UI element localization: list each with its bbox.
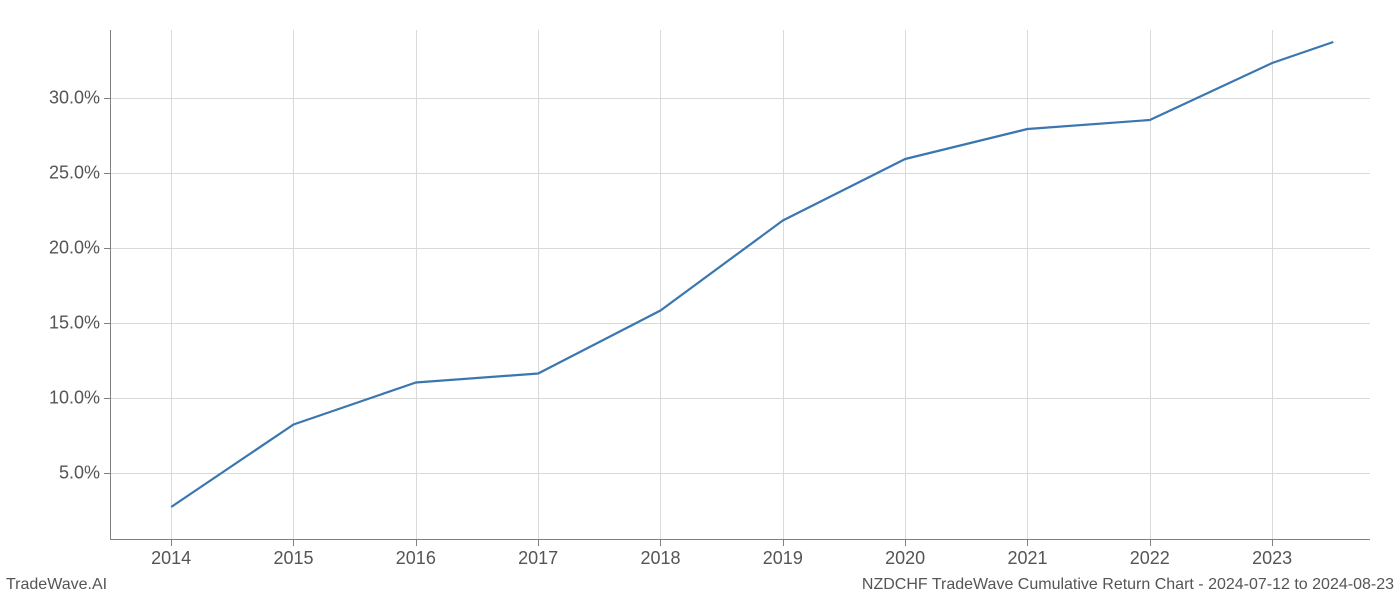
x-tick-mark	[293, 540, 294, 546]
x-axis-spine	[110, 539, 1370, 540]
x-tick-mark	[905, 540, 906, 546]
x-tick-label: 2014	[151, 548, 191, 569]
line-series	[110, 30, 1370, 540]
watermark-right: NZDCHF TradeWave Cumulative Return Chart…	[862, 576, 1394, 594]
watermark-left: TradeWave.AI	[6, 576, 107, 594]
x-tick-mark	[1027, 540, 1028, 546]
chart-plot-area	[110, 30, 1370, 540]
y-tick-mark	[104, 323, 110, 324]
return-line	[171, 42, 1333, 507]
y-tick-mark	[104, 398, 110, 399]
x-tick-mark	[1272, 540, 1273, 546]
y-tick-label: 10.0%	[49, 387, 100, 408]
x-tick-label: 2019	[763, 548, 803, 569]
x-tick-mark	[660, 540, 661, 546]
x-tick-label: 2016	[396, 548, 436, 569]
x-tick-label: 2015	[273, 548, 313, 569]
x-tick-label: 2021	[1007, 548, 1047, 569]
x-tick-mark	[416, 540, 417, 546]
x-tick-label: 2017	[518, 548, 558, 569]
x-tick-label: 2020	[885, 548, 925, 569]
x-tick-mark	[538, 540, 539, 546]
x-tick-label: 2018	[640, 548, 680, 569]
y-tick-label: 5.0%	[59, 462, 100, 483]
x-tick-label: 2023	[1252, 548, 1292, 569]
y-tick-label: 30.0%	[49, 87, 100, 108]
y-tick-label: 25.0%	[49, 162, 100, 183]
x-tick-mark	[783, 540, 784, 546]
y-tick-label: 20.0%	[49, 237, 100, 258]
x-tick-mark	[1150, 540, 1151, 546]
y-tick-mark	[104, 173, 110, 174]
y-tick-mark	[104, 98, 110, 99]
y-tick-mark	[104, 248, 110, 249]
y-axis-spine	[110, 30, 111, 540]
y-tick-mark	[104, 473, 110, 474]
y-tick-label: 15.0%	[49, 312, 100, 333]
x-tick-mark	[171, 540, 172, 546]
x-tick-label: 2022	[1130, 548, 1170, 569]
